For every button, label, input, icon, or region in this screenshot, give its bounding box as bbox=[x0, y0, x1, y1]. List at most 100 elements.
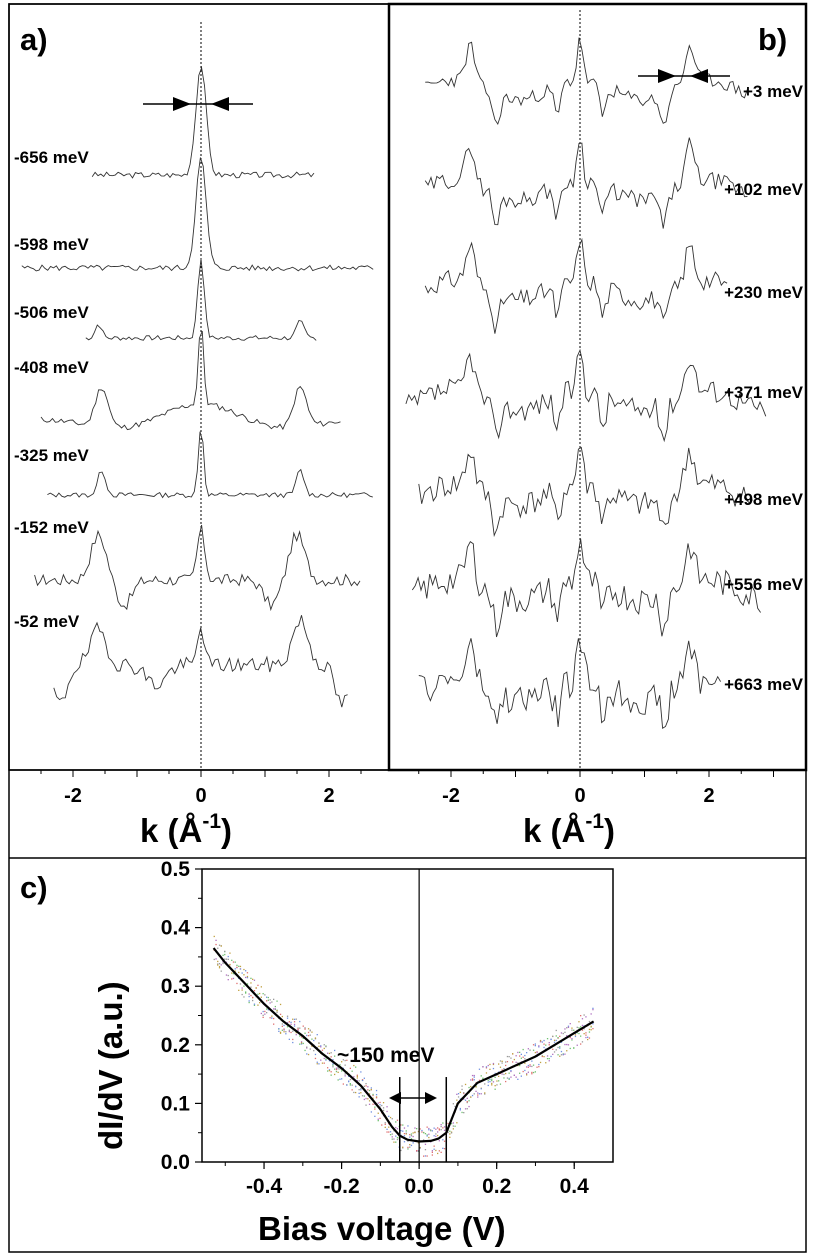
scatter-point bbox=[484, 1083, 486, 1085]
scatter-point bbox=[222, 962, 224, 965]
scatter-point bbox=[290, 1021, 292, 1023]
scatter-point bbox=[381, 1124, 383, 1126]
scatter-point bbox=[569, 1036, 571, 1039]
panel-a-label: a) bbox=[20, 22, 48, 57]
scatter-point bbox=[468, 1105, 470, 1108]
scatter-point bbox=[580, 1035, 582, 1037]
panel-b-fwhm-arrows bbox=[638, 69, 730, 83]
scatter-point bbox=[538, 1045, 540, 1047]
scatter-point bbox=[372, 1093, 374, 1096]
scatter-point bbox=[456, 1093, 458, 1095]
scatter-point bbox=[292, 1041, 294, 1044]
scatter-point bbox=[302, 1042, 304, 1045]
panel-a-trace bbox=[40, 330, 341, 431]
scatter-point bbox=[424, 1149, 427, 1151]
scatter-point bbox=[534, 1071, 536, 1073]
scatter-point bbox=[405, 1130, 407, 1132]
scatter-point bbox=[520, 1057, 522, 1059]
scatter-point bbox=[548, 1060, 550, 1062]
scatter-point bbox=[520, 1075, 522, 1077]
scatter-point bbox=[437, 1131, 439, 1133]
scatter-point bbox=[337, 1079, 339, 1081]
scatter-point bbox=[552, 1053, 554, 1055]
scatter-point bbox=[546, 1055, 549, 1057]
scatter-point bbox=[215, 943, 217, 946]
scatter-point bbox=[524, 1069, 526, 1072]
scatter-point bbox=[250, 982, 252, 984]
scatter-point bbox=[409, 1136, 411, 1138]
scatter-point bbox=[222, 954, 224, 956]
scatter-point bbox=[463, 1092, 465, 1095]
scatter-point bbox=[566, 1043, 568, 1046]
scatter-point bbox=[541, 1041, 543, 1043]
x-tick-label: 0.2 bbox=[482, 1175, 511, 1198]
scatter-point bbox=[435, 1133, 437, 1135]
scatter-point bbox=[395, 1141, 397, 1143]
scatter-point bbox=[262, 1014, 264, 1016]
scatter-point bbox=[358, 1092, 360, 1094]
scatter-point bbox=[416, 1128, 418, 1130]
scatter-point bbox=[532, 1044, 535, 1046]
scatter-point bbox=[580, 1015, 582, 1017]
scatter-point bbox=[536, 1051, 538, 1054]
scatter-point bbox=[286, 1022, 289, 1024]
scatter-point bbox=[332, 1063, 334, 1065]
scatter-point bbox=[409, 1144, 411, 1146]
scatter-point bbox=[393, 1130, 395, 1132]
scatter-point bbox=[248, 995, 250, 998]
scatter-point bbox=[440, 1125, 442, 1128]
scatter-point bbox=[269, 999, 271, 1001]
scatter-point bbox=[243, 968, 245, 971]
scatter-point bbox=[531, 1073, 533, 1075]
scatter-point bbox=[379, 1106, 381, 1108]
scatter-point bbox=[581, 1024, 584, 1027]
scatter-point bbox=[569, 1023, 571, 1025]
scatter-point bbox=[349, 1084, 351, 1086]
scatter-point bbox=[492, 1067, 495, 1070]
scatter-point bbox=[238, 965, 240, 967]
panel-b-energy-label: +498 meV bbox=[724, 490, 804, 509]
scatter-point bbox=[379, 1104, 381, 1106]
scatter-point bbox=[257, 993, 259, 995]
y-tick-label: 0.0 bbox=[161, 1151, 190, 1174]
scatter-point bbox=[273, 998, 275, 1000]
scatter-point bbox=[452, 1125, 454, 1127]
scatter-point bbox=[236, 966, 238, 968]
scatter-point bbox=[375, 1096, 378, 1098]
scatter-point bbox=[583, 1033, 585, 1035]
scatter-point bbox=[562, 1032, 564, 1035]
scatter-point bbox=[396, 1128, 399, 1130]
scatter-point bbox=[402, 1130, 404, 1132]
scatter-point bbox=[339, 1078, 341, 1080]
scatter-point bbox=[259, 992, 261, 995]
scatter-point bbox=[447, 1122, 449, 1125]
panel-a-traces bbox=[21, 66, 374, 708]
scatter-point bbox=[501, 1062, 503, 1064]
scatter-point bbox=[433, 1127, 435, 1129]
k-tick-label: 2 bbox=[703, 785, 714, 807]
scatter-point bbox=[471, 1074, 474, 1077]
scatter-point bbox=[463, 1092, 465, 1094]
panel-a-trace bbox=[47, 431, 373, 499]
scatter-point bbox=[377, 1112, 379, 1114]
scatter-point bbox=[316, 1034, 318, 1036]
scatter-point bbox=[304, 1032, 306, 1034]
scatter-point bbox=[559, 1035, 561, 1037]
scatter-point bbox=[592, 1007, 594, 1009]
scatter-point bbox=[344, 1075, 346, 1077]
scatter-point bbox=[409, 1134, 411, 1136]
scatter-point bbox=[456, 1122, 458, 1124]
scatter-point bbox=[531, 1071, 533, 1074]
panel-a-energy-label: -325 meV bbox=[14, 446, 89, 465]
panel-a-x-axis: -2 0 2 bbox=[8, 769, 389, 807]
scatter-point bbox=[293, 1023, 296, 1026]
scatter-point bbox=[449, 1130, 451, 1132]
scatter-point bbox=[438, 1129, 440, 1131]
scatter-point bbox=[367, 1089, 369, 1091]
scatter-point bbox=[417, 1149, 420, 1152]
scatter-point bbox=[279, 1032, 282, 1034]
scatter-point bbox=[531, 1065, 533, 1068]
scatter-point bbox=[260, 986, 262, 988]
scatter-point bbox=[314, 1057, 317, 1060]
scatter-point bbox=[311, 1038, 313, 1040]
